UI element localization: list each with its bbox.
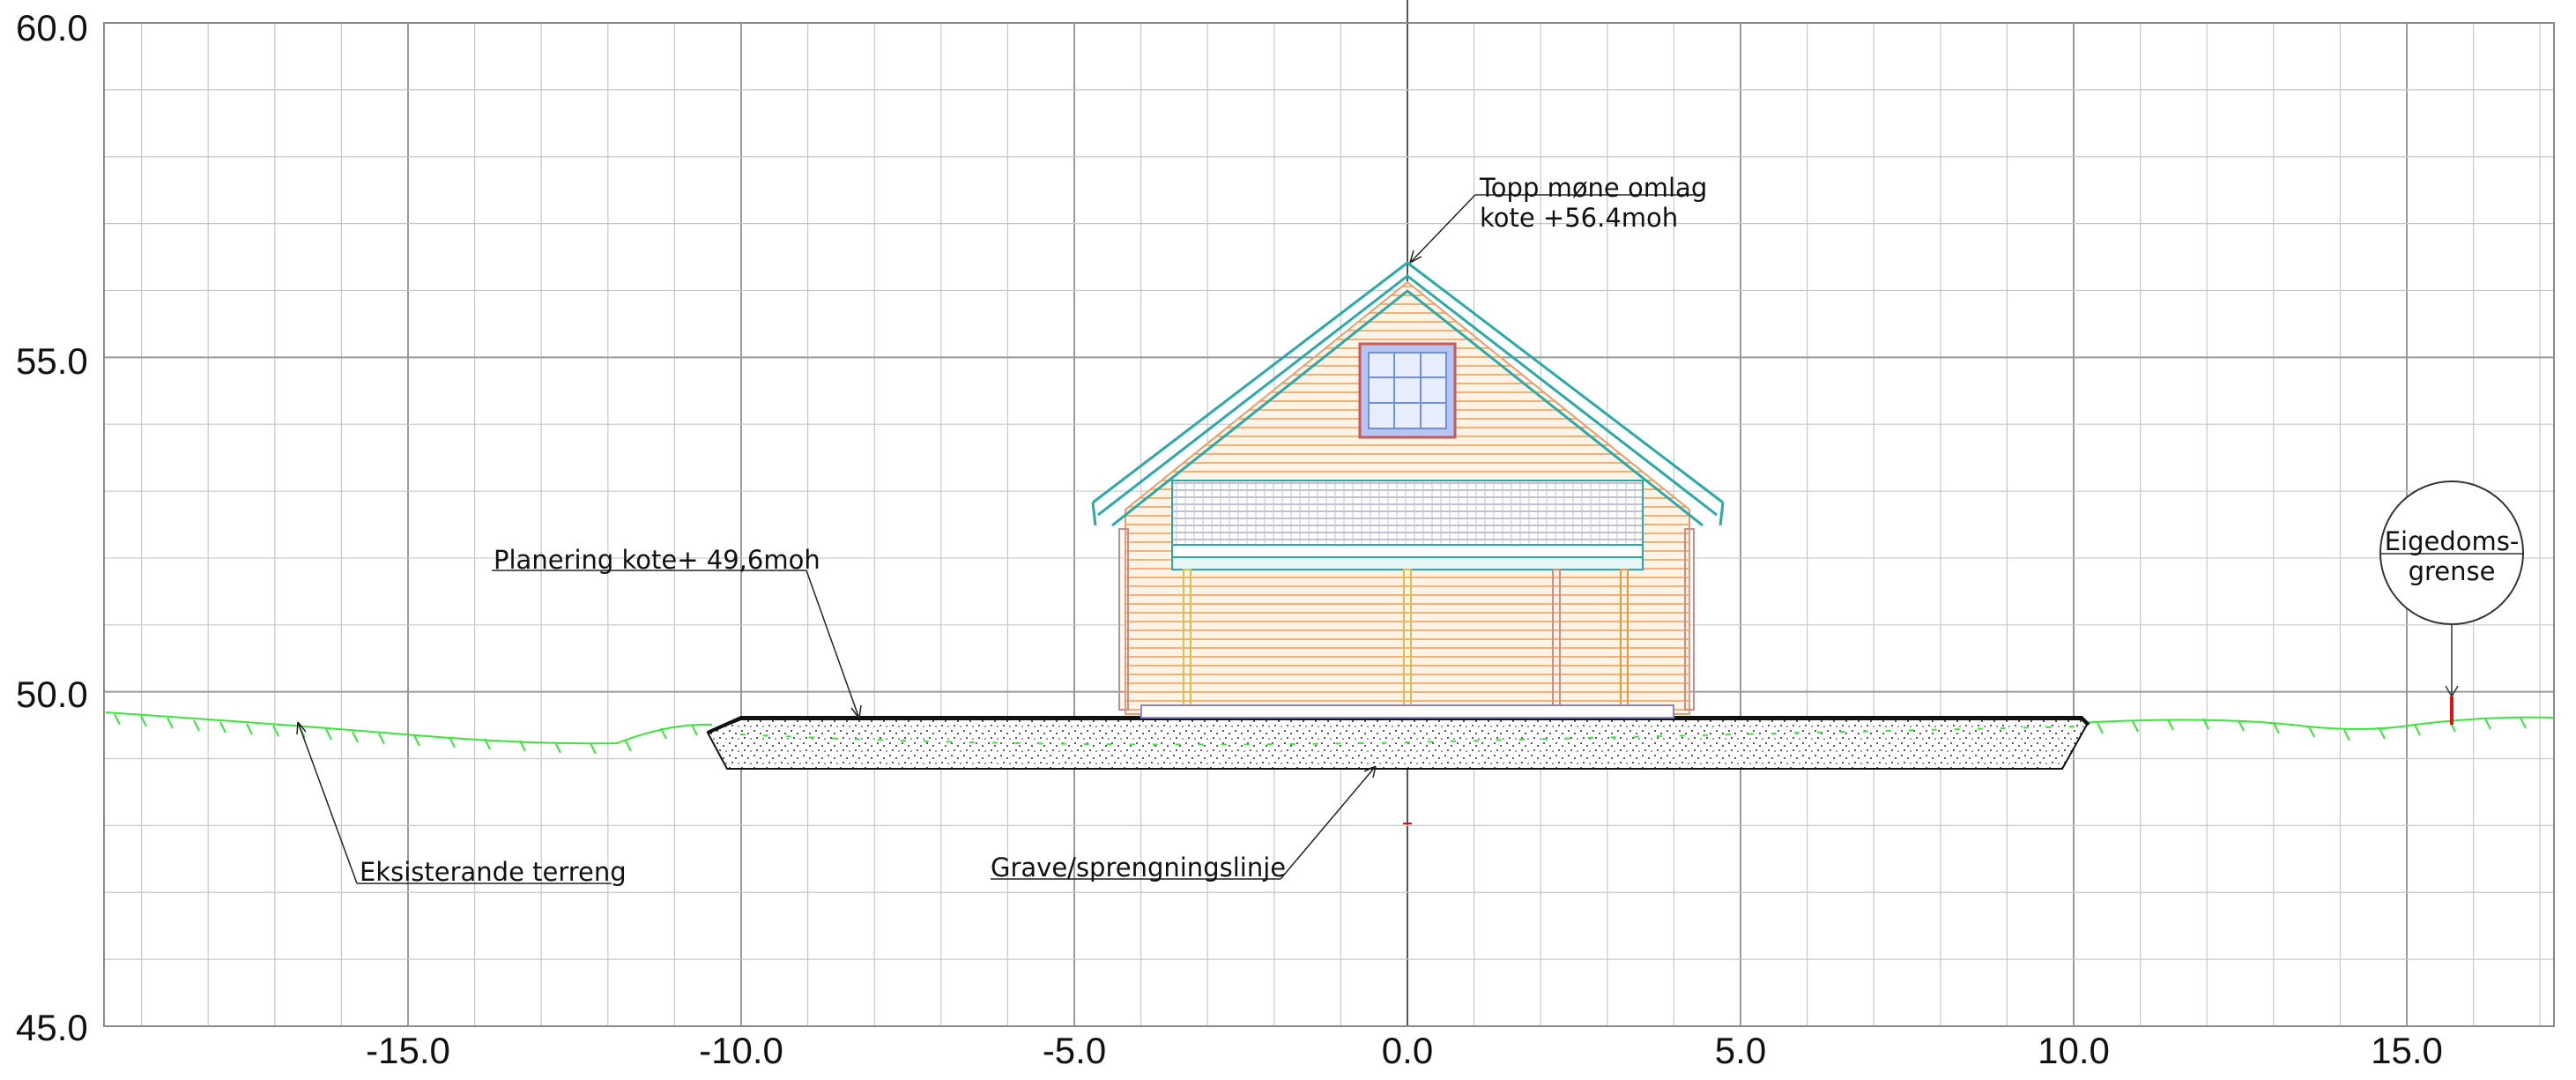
roof xyxy=(1091,261,1725,527)
y-tick-label: 45.0 xyxy=(16,1007,88,1048)
x-tick-label: -15.0 xyxy=(366,1030,450,1071)
x-tick-label: -5.0 xyxy=(1043,1030,1106,1071)
y-axis: 60.0 55.0 50.0 45.0 xyxy=(16,7,88,1048)
ridge-annotation: Topp møne omlag kote +56.4moh xyxy=(1409,173,1707,264)
boundary-label-line1: Eigedoms- xyxy=(2385,526,2520,556)
y-tick-label: 55.0 xyxy=(16,340,88,382)
x-tick-label: 5.0 xyxy=(1715,1030,1766,1071)
x-tick-label: -10.0 xyxy=(699,1030,783,1071)
excavation-label: Grave/sprengningslinje xyxy=(991,853,1286,883)
y-tick-label: 50.0 xyxy=(16,674,88,715)
planering-annotation: Planering kote+ 49,6moh xyxy=(492,545,862,719)
planering-label: Planering kote+ 49,6moh xyxy=(494,545,820,575)
terrain-annotation: Eksisterande terreng xyxy=(296,721,627,887)
house-elevation xyxy=(1091,261,1725,719)
balcony-railing xyxy=(1171,480,1644,547)
ridge-label-line1: Topp møne omlag xyxy=(1479,173,1707,203)
x-axis: -15.0 -10.0 -5.0 0.0 5.0 10.0 15.0 xyxy=(366,1030,2443,1071)
x-tick-label: 10.0 xyxy=(2038,1030,2110,1071)
y-tick-label: 60.0 xyxy=(16,7,88,48)
property-boundary: Eigedoms- grense xyxy=(2379,480,2524,725)
ridge-label-line2: kote +56.4moh xyxy=(1480,203,1678,233)
x-tick-label: 0.0 xyxy=(1382,1030,1433,1071)
excavation-fill xyxy=(706,716,2090,770)
plot-frame xyxy=(103,22,2555,1027)
x-tick-label: 15.0 xyxy=(2371,1030,2443,1071)
excavation-annotation: Grave/sprengningslinje xyxy=(991,765,1377,883)
existing-terrain xyxy=(105,711,2555,755)
gable-window xyxy=(1358,342,1457,439)
terrain-label: Eksisterande terreng xyxy=(360,857,627,887)
boundary-label-line2: grense xyxy=(2409,556,2496,586)
